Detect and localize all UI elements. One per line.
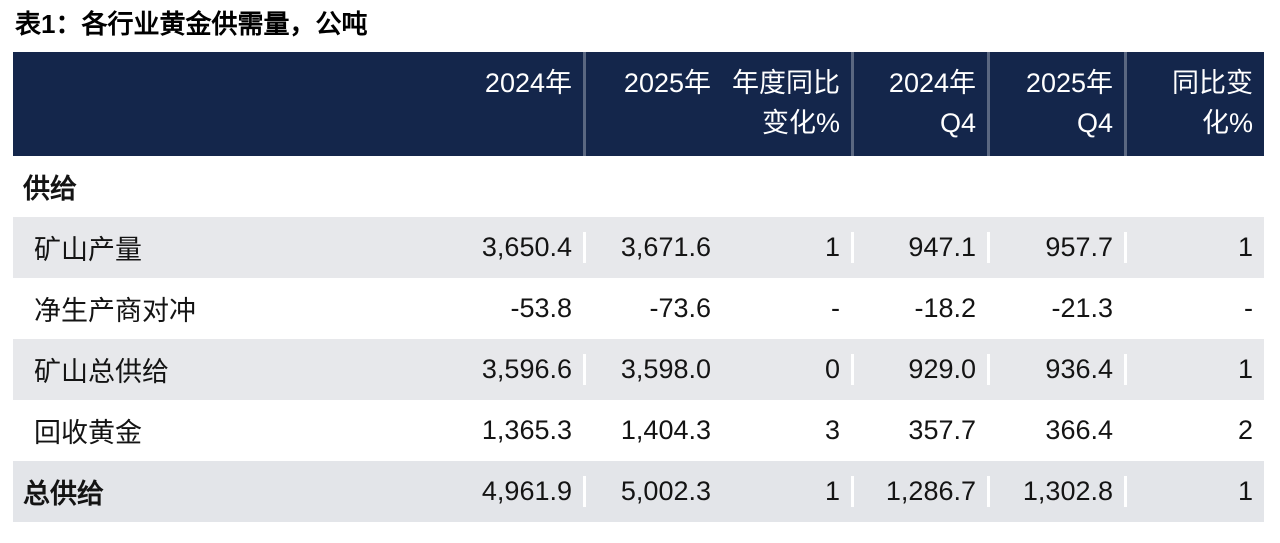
cell-2025: 3,671.6	[620, 232, 711, 262]
cell-2024: 1,365.3	[384, 415, 586, 446]
cell-yoy: 0	[722, 354, 854, 385]
cell-q4-yoy: 2	[1237, 415, 1253, 445]
cell-yoy: 1	[722, 232, 854, 263]
section-row-supply: 供给	[13, 156, 1264, 217]
header-cell-2024-q4: 2024年 Q4	[854, 52, 990, 156]
gold-supply-demand-table: 2024年 2025年 年度同比 变化% 2024年 Q4 2025年 Q4 同…	[13, 52, 1264, 522]
cell-2024-q4: 1,286.7	[854, 476, 990, 507]
cell-2025: 1,404.3	[620, 415, 711, 445]
table-row-mine-production: 矿山产量 3,650.4 3,671.6 1 947.1 957.7 1	[13, 217, 1264, 278]
cell-2025-q4: 1,302.8	[990, 476, 1127, 507]
header-cell-2025-q4: 2025年 Q4	[990, 52, 1127, 156]
cell-2024-q4: 947.1	[854, 232, 990, 263]
cell-2024: 3,650.4	[384, 232, 586, 263]
cell-2025: 5,002.3	[620, 476, 711, 506]
cell-q4-yoy: 1	[1237, 476, 1253, 506]
table-row-total-supply: 总供给 4,961.9 5,002.3 1 1,286.7 1,302.8 1	[13, 461, 1264, 522]
header-cell-2024: 2024年	[384, 52, 586, 156]
header-cell-q4-yoy-change: 同比变 化%	[1172, 68, 1253, 138]
table-title: 表1：各行业黄金供需量，公吨	[15, 9, 368, 39]
cell-q4-yoy: -	[1244, 293, 1253, 323]
header-cell-yoy-change: 年度同比 变化%	[722, 52, 854, 156]
table-header-row: 2024年 2025年 年度同比 变化% 2024年 Q4 2025年 Q4 同…	[13, 52, 1264, 156]
row-label: 总供给	[23, 479, 104, 509]
cell-2024: 4,961.9	[384, 476, 586, 507]
cell-2024-q4: 357.7	[854, 415, 990, 446]
cell-2024: 3,596.6	[384, 354, 586, 385]
cell-2025: -73.6	[649, 293, 711, 323]
row-label: 回收黄金	[34, 418, 142, 448]
row-label: 矿山总供给	[34, 357, 169, 387]
cell-2024-q4: 929.0	[854, 354, 990, 385]
cell-q4-yoy: 1	[1237, 232, 1253, 262]
cell-2025-q4: -21.3	[990, 293, 1127, 324]
cell-q4-yoy: 1	[1237, 354, 1253, 384]
cell-yoy: -	[722, 293, 854, 324]
cell-yoy: 1	[722, 476, 854, 507]
cell-2025-q4: 936.4	[990, 354, 1127, 385]
table-row-net-producer-hedging: 净生产商对冲 -53.8 -73.6 - -18.2 -21.3 -	[13, 278, 1264, 339]
header-cell-label	[13, 52, 384, 156]
cell-yoy: 3	[722, 415, 854, 446]
row-label: 矿山产量	[34, 235, 142, 265]
section-label: 供给	[23, 174, 77, 204]
cell-2024-q4: -18.2	[854, 293, 990, 324]
cell-2024: -53.8	[384, 293, 586, 324]
header-cell-2025: 2025年	[623, 68, 711, 98]
cell-2025-q4: 366.4	[990, 415, 1127, 446]
cell-2025: 3,598.0	[620, 354, 711, 384]
table-row-total-mine-supply: 矿山总供给 3,596.6 3,598.0 0 929.0 936.4 1	[13, 339, 1264, 400]
row-label: 净生产商对冲	[34, 296, 196, 326]
cell-2025-q4: 957.7	[990, 232, 1127, 263]
table-row-recycled-gold: 回收黄金 1,365.3 1,404.3 3 357.7 366.4 2	[13, 400, 1264, 461]
